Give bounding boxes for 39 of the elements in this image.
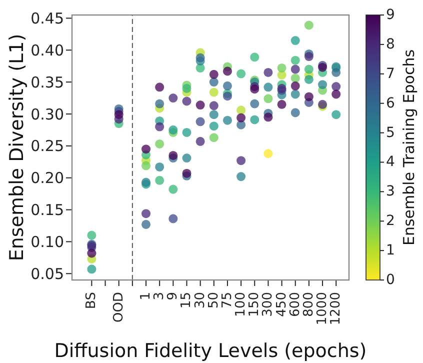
color-bar-label: 7 [386,66,395,82]
x-tick-label: 800 [301,292,316,317]
x-tick-label: 15 [179,292,194,309]
y-axis-title: Ensemble Diversity (L1) [6,34,28,262]
color-bar-label: 3 [386,184,395,200]
color-bar-label: 9 [386,7,395,23]
color-bar-label: 2 [386,213,395,230]
x-tick-label: 3 [152,292,168,300]
y-tick-label: 0.35 [30,73,64,92]
x-tick-label: 450 [274,292,290,317]
color-bar-label: 0 [386,272,395,288]
x-tick-label: 50 [206,292,222,309]
color-bar-label: 4 [386,154,395,170]
color-bar-label: 6 [386,95,395,112]
x-tick-label: 75 [220,292,235,309]
y-tick-label: 0.30 [30,105,64,124]
x-tick-label: 1 [138,292,154,300]
color-bar-label: 1 [386,242,395,259]
x-tick-label: 30 [192,292,208,309]
y-tick-label: 0.20 [30,169,64,188]
x-tick-label: 150 [247,292,262,317]
color-bar-title: Ensemble Training Epochs [400,49,418,246]
x-tick-label: 600 [288,292,303,317]
x-tick-label: 1200 [328,292,344,326]
y-tick-label: 0.45 [30,10,64,28]
y-tick-label: 0.05 [30,264,64,283]
x-tick-label: 9 [166,292,181,300]
x-tick-label: 1000 [315,292,330,326]
color-bar-label: 8 [386,36,395,52]
x-tick-label: 300 [260,292,276,317]
y-tick-label: 0.40 [30,41,64,60]
x-tick-label: OOD [111,292,126,322]
y-tick-label: 0.15 [30,201,64,220]
y-tick-label: 0.10 [30,233,64,252]
x-tick-label: 100 [234,292,249,317]
color-bar-label: 5 [386,124,395,141]
x-tick-label: BS [84,292,100,309]
x-axis-title: Diffusion Fidelity Levels (epochs) [54,340,367,362]
y-tick-label: 0.25 [30,137,64,156]
